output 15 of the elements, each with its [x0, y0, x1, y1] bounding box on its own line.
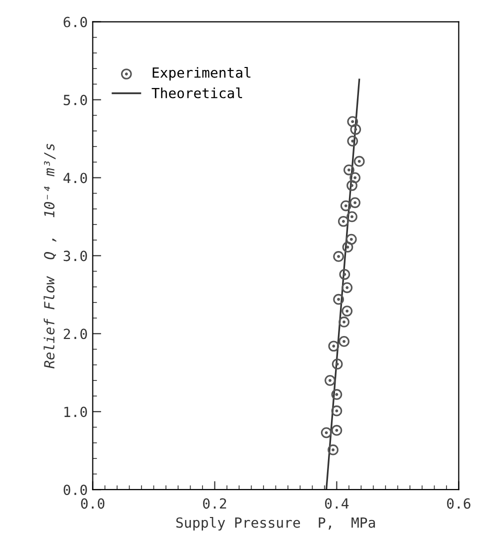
y-tick-label: 3.0	[64, 250, 87, 262]
x-tick-label: 0.4	[325, 498, 349, 509]
x-axis-title: Supply Pressure P, MPa	[176, 517, 375, 531]
y-tick-label: 5.0	[64, 94, 87, 106]
x-tick-label: 0.2	[203, 498, 226, 509]
y-axis-title: Relief Flow Q , 10⁻⁴ m³/s	[44, 144, 56, 368]
y-tick-label: 1.0	[64, 406, 87, 418]
y-tick-label: 0.0	[64, 484, 87, 496]
y-tick-label: 4.0	[63, 172, 87, 184]
legend-label: Theoretical	[152, 87, 242, 98]
legend-label: Experimental	[152, 67, 250, 81]
x-tick-label: 0.6	[447, 498, 470, 509]
y-tick-label: 2.0	[64, 328, 87, 340]
y-tick-label: 6.0	[64, 16, 87, 28]
x-tick-label: 0.0	[81, 498, 104, 509]
